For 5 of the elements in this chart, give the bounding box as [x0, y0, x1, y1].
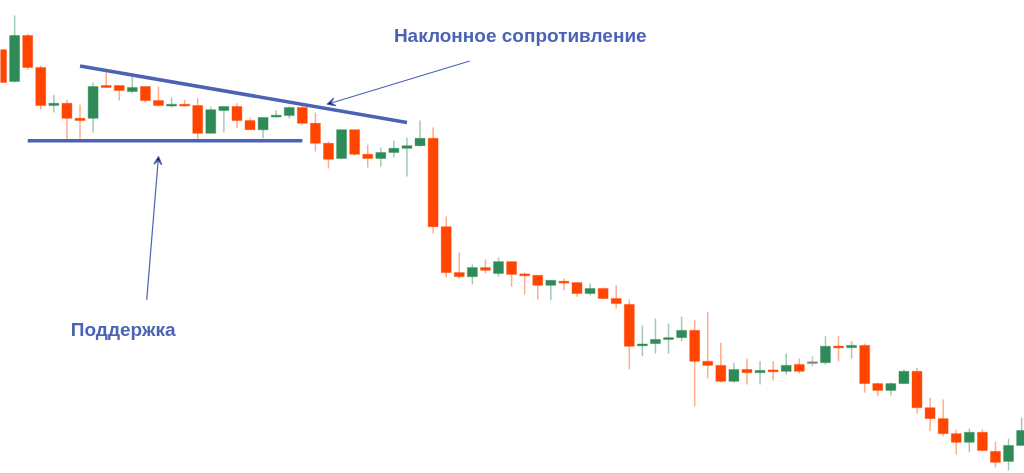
candlestick — [48, 93, 60, 114]
annotation: Наклонное сопротивление — [393, 25, 647, 47]
annotation: Поддержка — [70, 318, 176, 340]
candlestick — [100, 71, 112, 89]
candlestick — [205, 105, 217, 135]
